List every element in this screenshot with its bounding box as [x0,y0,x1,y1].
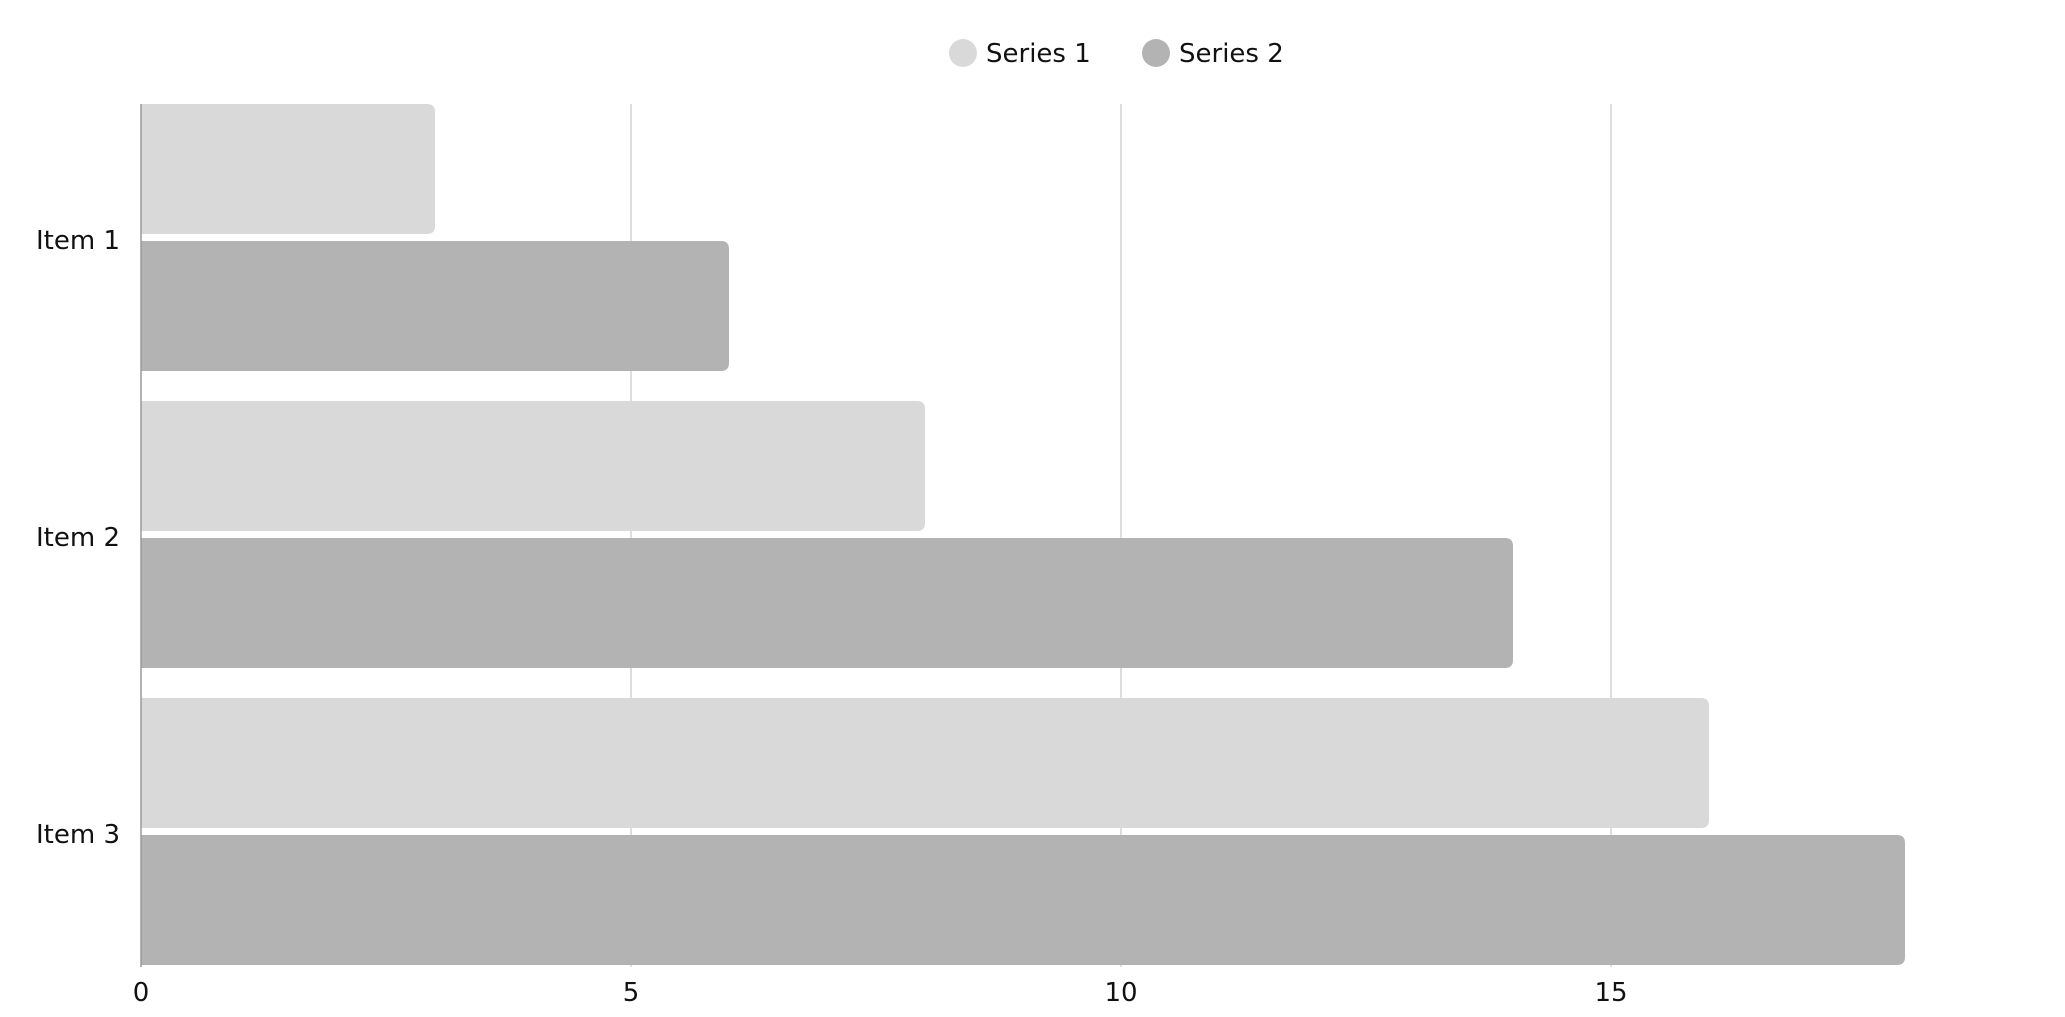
bar-item-3-series-1[interactable] [141,698,1709,828]
legend: Series 1 Series 2 [949,39,1284,69]
x-tick-label-10: 10 [1104,978,1137,1008]
category-label-item-3: Item 3 [36,820,120,850]
bar-item-2-series-2[interactable] [141,538,1513,668]
bar-item-2-series-1[interactable] [141,401,925,531]
bar-item-1-series-2[interactable] [141,241,729,371]
bar-item-1-series-1[interactable] [141,104,435,234]
legend-item-series-2[interactable]: Series 2 [1142,39,1284,69]
bars [141,104,1905,965]
category-labels: Item 1 Item 2 Item 3 [36,226,120,850]
legend-label-series-1: Series 1 [986,39,1091,69]
x-tick-label-0: 0 [133,978,150,1008]
x-axis-tick-labels: 0 5 10 15 [133,978,1628,1008]
bar-item-3-series-2[interactable] [141,835,1905,965]
legend-label-series-2: Series 2 [1179,39,1284,69]
x-tick-label-5: 5 [623,978,640,1008]
legend-item-series-1[interactable]: Series 1 [949,39,1091,69]
x-tick-label-15: 15 [1594,978,1627,1008]
legend-swatch-series-2 [1142,39,1170,67]
category-label-item-1: Item 1 [36,226,120,256]
category-label-item-2: Item 2 [36,523,120,553]
legend-swatch-series-1 [949,39,977,67]
